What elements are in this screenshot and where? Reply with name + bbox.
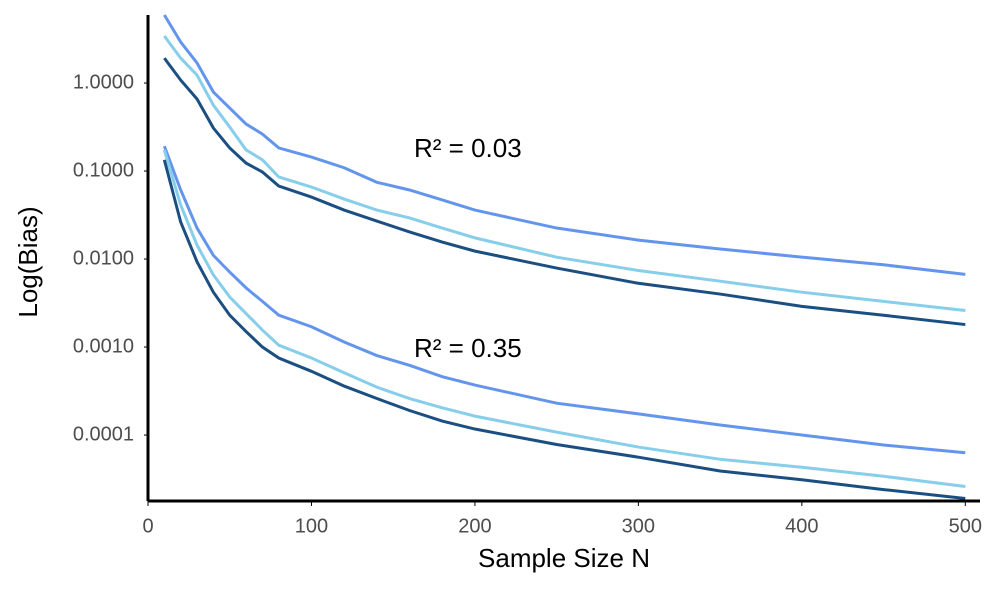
series-line <box>162 149 966 489</box>
x-axis-title: Sample Size N <box>478 543 650 573</box>
series-line <box>162 159 966 500</box>
series-line <box>162 145 966 455</box>
y-tick-label: 0.0100 <box>73 247 134 269</box>
series-line <box>163 57 966 327</box>
y-tick-label: 0.0010 <box>73 335 134 357</box>
y-tick-label: 0.0001 <box>73 423 134 445</box>
series-line <box>163 35 966 313</box>
x-tick-label: 400 <box>785 515 818 537</box>
y-tick-label: 0.1000 <box>73 159 134 181</box>
x-tick-label: 100 <box>295 515 328 537</box>
x-tick-label: 500 <box>949 515 982 537</box>
series-line <box>163 14 966 276</box>
annotation: R² = 0.03 <box>414 133 522 163</box>
y-tick-label: 1.0000 <box>73 71 134 93</box>
x-tick-label: 300 <box>622 515 655 537</box>
annotation: R² = 0.35 <box>414 333 522 363</box>
x-tick-label: 0 <box>142 515 153 537</box>
y-axis-title: Log(Bias) <box>13 206 43 317</box>
x-tick-label: 200 <box>458 515 491 537</box>
